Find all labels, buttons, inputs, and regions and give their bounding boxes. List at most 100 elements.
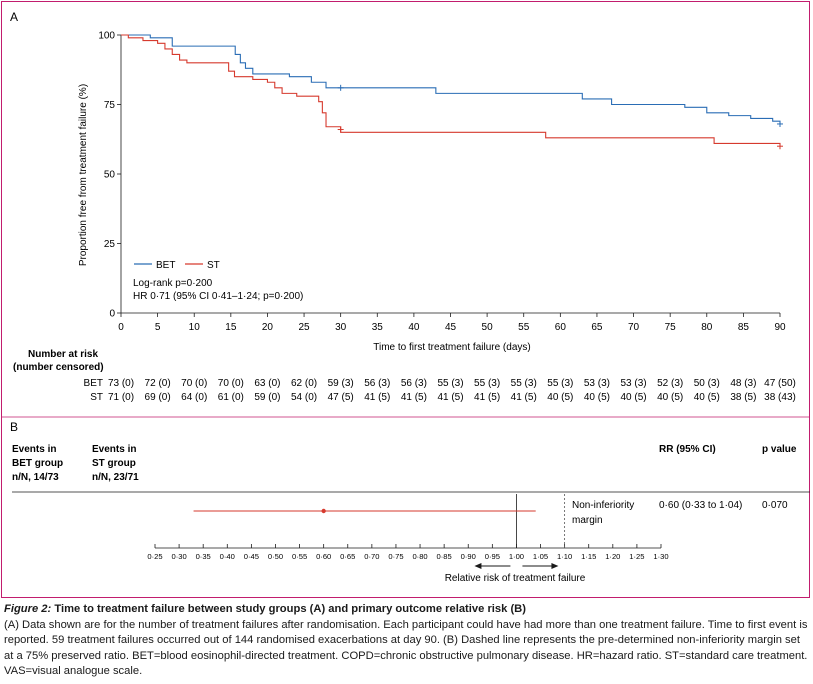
risk-cell: 38 (43) [764,392,796,403]
risk-cell: 40 (5) [547,392,573,403]
bet-events-header-2: BET group [12,458,63,469]
risk-cell: 61 (0) [218,392,244,403]
series-bet-line [121,34,781,124]
risk-cell: 71 (0) [108,392,134,403]
x-tick-label: 65 [591,322,603,333]
arrow-right-head [551,563,559,569]
x-tick-label: 20 [262,322,274,333]
risk-row-bet-label: BET [84,378,103,389]
panel-a-y-axis-label: Proportion free from treatment failure (… [78,84,89,266]
noninferiority-label-2: margin [572,515,603,526]
risk-cell: 41 (5) [474,392,500,403]
x-tick-label: 15 [225,322,237,333]
risk-cell: 47 (50) [764,378,796,389]
forest-x-tick-label: 1·05 [533,552,548,561]
forest-x-tick-label: 1·20 [605,552,620,561]
x-tick-label: 45 [445,322,457,333]
forest-x-tick-label: 1·30 [653,552,668,561]
forest-x-tick-label: 0·50 [268,552,283,561]
risk-cell: 52 (3) [657,378,683,389]
risk-cell: 73 (0) [108,378,134,389]
legend-st-label: ST [207,260,220,271]
panel-a-legend: BET ST [134,260,220,271]
risk-cell: 70 (0) [181,378,207,389]
risk-cell: 69 (0) [145,392,171,403]
forest-plot: 0·25 0·30 0·35 0·40 0·45 0·50 0·55 0·60 0·65 0·70… [147,494,669,569]
x-tick-label: 35 [372,322,384,333]
forest-x-tick-label: 1·10 [557,552,572,561]
x-tick-label: 85 [738,322,750,333]
risk-cell: 55 (3) [474,378,500,389]
forest-x-tick-label: 0·25 [147,552,162,561]
bet-events-header-1: Events in [12,444,56,455]
risk-cell: 55 (3) [547,378,573,389]
figure-caption: Figure 2: Time to treatment failure betw… [4,602,810,680]
legend-bet-label: BET [156,260,175,271]
risk-cell: 56 (3) [364,378,390,389]
st-events-header-3: n/N, 23/71 [92,472,139,483]
risk-row-st-label: ST [90,392,103,403]
risk-cell: 53 (3) [584,378,610,389]
risk-cell: 50 (3) [694,378,720,389]
x-tick-label: 25 [298,322,310,333]
risk-cell: 59 (3) [328,378,354,389]
y-tick-label: 25 [104,239,116,250]
forest-x-tick-label: 0·35 [196,552,211,561]
risk-cell: 54 (0) [291,392,317,403]
risk-table: BET 73 (0) 72 (0) 70 (0) 70 (0) 63 (0) 62 (0) 5… [84,378,796,403]
risk-cell: 55 (3) [437,378,463,389]
risk-cell: 62 (0) [291,378,317,389]
risk-cell: 40 (5) [620,392,646,403]
risk-cell: 56 (3) [401,378,427,389]
y-tick-label: 50 [104,170,116,181]
risk-cell: 41 (5) [364,392,390,403]
risk-cell: 41 (5) [401,392,427,403]
forest-x-tick-label: 0·70 [364,552,379,561]
risk-cell: 64 (0) [181,392,207,403]
panel-a-label: A [10,10,18,24]
x-tick-label: 75 [665,322,677,333]
caption-title: Time to treatment failure between study … [51,603,526,615]
forest-x-tick-label: 0·90 [461,552,476,561]
panel-b-label: B [10,420,18,434]
x-tick-label: 0 [118,322,124,333]
risk-cell: 40 (5) [657,392,683,403]
x-tick-label: 90 [774,322,786,333]
risk-cell: 53 (3) [620,378,646,389]
x-tick-label: 10 [189,322,201,333]
risk-cell: 72 (0) [145,378,171,389]
forest-point-estimate [321,508,326,514]
risk-cell: 41 (5) [437,392,463,403]
st-events-header-2: ST group [92,458,136,469]
forest-x-tick-label: 0·55 [292,552,307,561]
panel-b-header: Events in BET group n/N, 14/73 Events in… [12,444,797,483]
risk-cell: 38 (5) [730,392,756,403]
series-st-line [121,34,781,147]
risk-cell: 59 (0) [254,392,280,403]
caption-title-label: Figure 2: [4,603,52,615]
arrow-left-head [474,563,482,569]
panel-a-axes: 0 25 50 75 100 0 5 10 15 20 25 30 35 40 45 50 55 60 65 70 75… [98,31,786,334]
risk-cell: 70 (0) [218,378,244,389]
x-tick-label: 55 [518,322,530,333]
forest-x-tick-label: 0·95 [485,552,500,561]
risk-cell: 48 (3) [730,378,756,389]
y-tick-label: 0 [109,309,115,320]
risk-table-title: Number at risk [28,349,98,360]
x-tick-label: 40 [408,322,420,333]
y-tick-label: 100 [98,31,115,42]
x-tick-label: 60 [555,322,567,333]
y-tick-label: 75 [104,100,116,111]
forest-x-tick-label: 0·45 [244,552,259,561]
risk-cell: 40 (5) [584,392,610,403]
bet-events-header-3: n/N, 14/73 [12,472,59,483]
forest-x-tick-label: 1·00 [509,552,524,561]
forest-x-tick-label: 1·15 [581,552,596,561]
caption-body: (A) Data shown are for the number of tre… [4,618,808,678]
risk-cell: 55 (3) [511,378,537,389]
forest-x-tick-label: 0·40 [220,552,235,561]
forest-x-tick-label: 0·85 [437,552,452,561]
forest-x-tick-label: 0·80 [412,552,427,561]
noninferiority-label-1: Non-inferiority [572,500,634,511]
x-tick-label: 5 [155,322,161,333]
